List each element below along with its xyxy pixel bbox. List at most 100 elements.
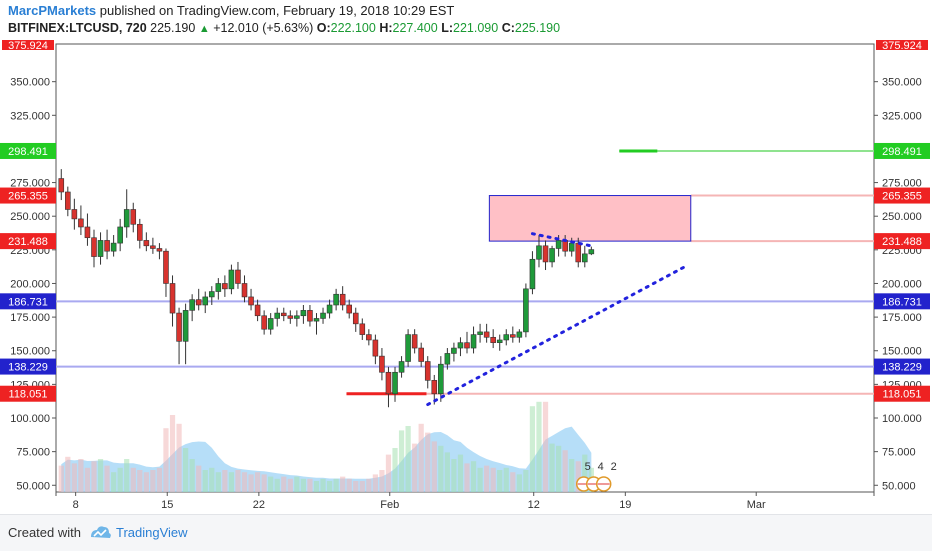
- tradingview-logo-icon[interactable]: [88, 523, 112, 541]
- candle-body: [117, 226, 123, 244]
- volume-bar: [516, 474, 522, 492]
- volume-bar: [392, 448, 398, 492]
- candle-body: [398, 361, 405, 373]
- candle-body: [438, 363, 444, 395]
- volume-bar: [529, 406, 536, 492]
- candle-body: [169, 283, 176, 314]
- author-name[interactable]: MarcPMarkets: [8, 3, 97, 18]
- candle-body: [110, 242, 117, 252]
- candle-body: [490, 336, 496, 343]
- candle-body: [451, 347, 457, 354]
- candle-body: [182, 310, 189, 342]
- volume-bar: [418, 423, 424, 492]
- level-label-right-bg: [874, 358, 930, 375]
- volume-bar: [542, 401, 549, 492]
- y-tick-label-left: 325.000: [10, 110, 50, 122]
- candle-body: [470, 334, 477, 349]
- level-label-left: 265.355: [8, 191, 48, 203]
- level-label-left-bg: [0, 142, 56, 159]
- volume-bar: [523, 470, 529, 492]
- candle-body: [307, 310, 313, 322]
- level-label-left: 118.051: [9, 389, 48, 401]
- candle-body: [143, 240, 150, 247]
- volume-bar: [451, 459, 457, 492]
- volume-bar: [294, 476, 300, 492]
- volume-bar: [143, 472, 149, 492]
- volume-bar: [490, 467, 496, 492]
- volume-bar: [477, 467, 483, 492]
- volume-bar: [366, 478, 372, 492]
- y-tick-label-left: 275.000: [10, 178, 50, 190]
- volume-bar: [124, 459, 130, 492]
- y-top-label-left: 375.924: [8, 40, 48, 52]
- candle-body: [385, 371, 392, 395]
- candle-body: [366, 334, 372, 341]
- candle-body: [431, 380, 438, 395]
- volume-bar: [326, 481, 333, 492]
- candle-body: [339, 293, 346, 306]
- volume-bar: [137, 470, 143, 492]
- level-label-left-bg: [0, 385, 56, 402]
- volume-bar: [412, 443, 418, 492]
- event-count-label: 4: [598, 461, 604, 473]
- candle-body: [294, 315, 300, 319]
- y-tick-label-right: 75.000: [882, 447, 916, 459]
- volume-bar: [549, 443, 555, 492]
- volume-bar: [104, 465, 110, 492]
- chart-header-line1: MarcPMarkets published on TradingView.co…: [8, 3, 454, 18]
- y-tick-label-right: 325.000: [882, 110, 922, 122]
- volume-bar: [189, 459, 195, 492]
- volume-bar: [65, 456, 71, 492]
- candle-body: [274, 312, 281, 319]
- volume-bar: [58, 465, 64, 492]
- candle-body: [516, 331, 523, 338]
- x-tick-label: 19: [619, 499, 631, 511]
- volume-bar: [431, 441, 437, 492]
- volume-bar: [287, 478, 293, 492]
- volume-bar: [536, 401, 542, 492]
- volume-bar: [111, 472, 117, 492]
- volume-bar: [569, 459, 575, 492]
- volume-bar: [150, 470, 156, 492]
- volume-bar: [91, 461, 97, 492]
- y-tick-label-left: 200.000: [10, 278, 50, 290]
- volume-bar: [503, 467, 509, 492]
- volume-bar: [398, 430, 405, 492]
- volume-bar: [97, 459, 104, 492]
- volume-bar: [464, 463, 470, 492]
- candle-body: [542, 245, 549, 263]
- created-with-text: Created with: [8, 525, 81, 540]
- candle-body: [549, 248, 555, 263]
- volume-bar: [209, 467, 215, 492]
- volume-bar: [169, 415, 176, 492]
- candle-body: [228, 269, 235, 290]
- candle-body: [261, 315, 267, 330]
- candle-body: [248, 296, 254, 306]
- candle-body: [176, 312, 182, 342]
- volume-bar: [346, 478, 352, 492]
- close-label: C:: [501, 21, 515, 35]
- level-label-right-bg: [874, 385, 930, 402]
- level-label-left-bg: [0, 358, 56, 375]
- candle-body: [483, 331, 490, 338]
- volume-bar: [78, 459, 84, 492]
- event-count-label: 2: [611, 461, 617, 473]
- volume-bar: [484, 465, 490, 492]
- candle-body: [91, 237, 97, 257]
- y-tick-label-right: 100.000: [882, 413, 922, 425]
- candle-body: [189, 299, 195, 311]
- volume-bar: [117, 467, 123, 492]
- level-label-right-bg: [874, 142, 930, 159]
- price-chart[interactable]: 350.000350.000325.000325.000300.000300.0…: [0, 0, 932, 514]
- candle-body: [424, 361, 431, 381]
- level-label-left: 231.488: [8, 236, 48, 248]
- tradingview-link[interactable]: TradingView: [116, 525, 188, 540]
- y-top-label-right: 375.924: [882, 40, 922, 52]
- level-label-right: 118.051: [883, 389, 922, 401]
- x-tick-label: 15: [161, 499, 173, 511]
- candle-body: [222, 283, 228, 290]
- candle-body: [130, 209, 137, 225]
- volume-bar: [196, 465, 202, 492]
- volume-bar: [575, 461, 581, 492]
- volume-bar: [425, 432, 431, 492]
